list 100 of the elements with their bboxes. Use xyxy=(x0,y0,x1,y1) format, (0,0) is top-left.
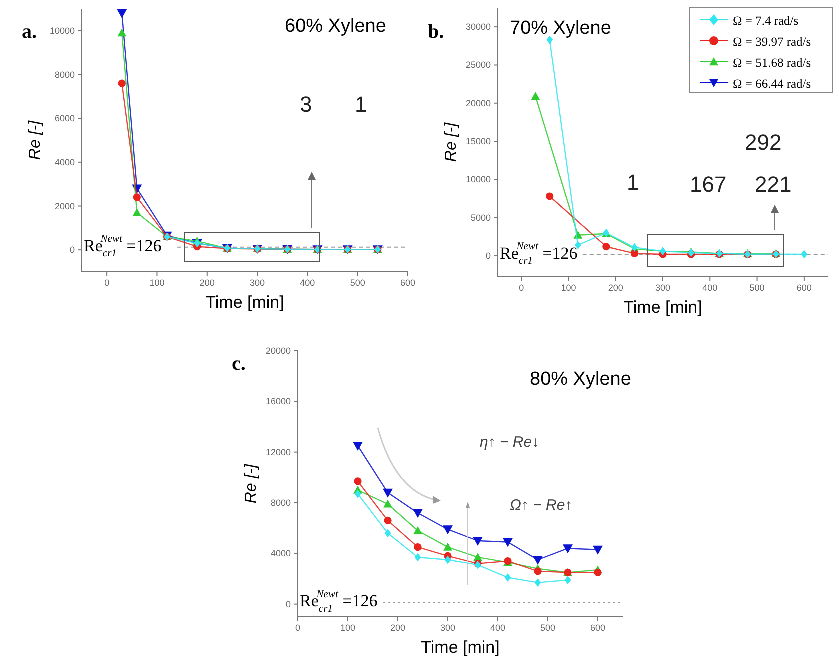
x-tick-label: 200 xyxy=(200,278,215,288)
y-tick-label: 4000 xyxy=(270,548,291,559)
annotation: 221 xyxy=(755,172,792,197)
text: c. xyxy=(232,353,246,375)
point xyxy=(414,526,422,534)
point xyxy=(117,9,128,18)
y-tick-label: 5000 xyxy=(470,212,491,223)
x-tick-label: 100 xyxy=(340,623,356,633)
point xyxy=(414,553,422,562)
y-tick-label: 8000 xyxy=(54,70,75,80)
point xyxy=(534,568,542,576)
point xyxy=(563,544,573,554)
point xyxy=(414,544,422,552)
y-tick-label: 8000 xyxy=(270,498,291,508)
legend-label: Ω = 7.4 rad/s xyxy=(733,14,799,28)
x-tick-label: 200 xyxy=(608,283,624,293)
point xyxy=(474,553,482,561)
x-tick-label: 0 xyxy=(104,278,110,288)
y-tick-label: 20000 xyxy=(466,98,491,108)
point xyxy=(546,192,554,200)
text: 70% Xylene xyxy=(510,18,612,39)
x-tick-label: 300 xyxy=(440,623,456,633)
x-tick-label: 100 xyxy=(561,283,576,293)
y-tick-label: 4000 xyxy=(54,157,75,168)
point xyxy=(354,490,362,498)
point xyxy=(534,578,542,587)
legend-label: Ω = 39.97 rad/s xyxy=(733,35,812,49)
point xyxy=(444,542,452,551)
point xyxy=(354,478,362,486)
legend-label: Ω = 51.68 rad/s xyxy=(733,56,812,70)
point xyxy=(384,516,392,525)
x-tick-label: 0 xyxy=(295,623,301,633)
y-tick-label: 16000 xyxy=(266,396,291,407)
x-tick-label: 400 xyxy=(490,623,506,633)
annotation: 1 xyxy=(627,170,640,195)
annotation: Ω↑ − Re↑ xyxy=(510,497,573,514)
x-tick-label: 600 xyxy=(796,283,812,293)
y-tick-label: 15000 xyxy=(466,136,491,147)
point xyxy=(444,556,452,564)
y-tick-label: 2000 xyxy=(54,201,75,212)
point xyxy=(564,576,572,584)
point xyxy=(594,568,602,576)
point xyxy=(384,500,392,508)
y-tick-label: 0 xyxy=(286,599,291,610)
point xyxy=(473,537,483,546)
point xyxy=(801,250,808,259)
y-tick-label: 20000 xyxy=(266,346,291,356)
x-tick-label: 400 xyxy=(300,278,316,288)
x-tick-label: 600 xyxy=(590,623,606,633)
point xyxy=(533,556,543,565)
point xyxy=(413,509,423,518)
y-tick-label: 25000 xyxy=(466,60,491,70)
point xyxy=(593,546,603,555)
point xyxy=(118,28,127,37)
text: b. xyxy=(428,21,444,43)
point xyxy=(384,529,392,538)
point xyxy=(546,36,554,44)
point xyxy=(353,442,363,451)
y-tick-label: 0 xyxy=(486,251,491,262)
text: a. xyxy=(22,21,37,43)
y-axis-title: Re [-] xyxy=(243,464,260,504)
point xyxy=(504,574,512,582)
x-tick-label: 500 xyxy=(350,278,366,288)
x-tick-label: 0 xyxy=(519,283,524,293)
legend-label: Ω = 66.44 rad/s xyxy=(733,77,812,91)
point xyxy=(443,526,453,535)
x-tick-label: 500 xyxy=(750,283,765,293)
ref-line-label: Re$_{cr1}$$^{Newt}$ =126 xyxy=(500,242,578,268)
y-tick-label: 0 xyxy=(70,245,75,256)
x-tick-label: 400 xyxy=(702,283,718,293)
ref-line-label: Re$_{cr1}$$^{Newt}$ =126 xyxy=(300,589,378,615)
x-tick-label: 500 xyxy=(540,623,556,633)
x-axis-title: Time [min] xyxy=(206,293,284,312)
x-tick-label: 600 xyxy=(400,278,416,288)
ref-line-label: Re$_{cr1}$$^{Newt}$ =126 xyxy=(84,234,162,260)
x-tick-label: 300 xyxy=(250,278,266,288)
annotation: η↑ − Re↓ xyxy=(480,434,540,451)
point xyxy=(132,208,142,216)
point xyxy=(133,194,141,202)
y-tick-label: 6000 xyxy=(54,114,75,124)
annotation: 167 xyxy=(690,172,727,197)
y-tick-label: 10000 xyxy=(50,26,75,36)
x-tick-label: 300 xyxy=(655,283,671,293)
y-tick-label: 10000 xyxy=(466,174,491,185)
x-axis-title: Time [min] xyxy=(624,298,702,317)
y-tick-label: 12000 xyxy=(266,447,291,458)
point xyxy=(602,243,610,251)
point xyxy=(531,92,540,100)
chart-title: 60% Xylene xyxy=(285,16,386,37)
point xyxy=(630,250,639,258)
text: 80% Xylene xyxy=(530,369,632,390)
y-tick-label: 30000 xyxy=(466,22,491,32)
annotation: 3 xyxy=(300,92,312,117)
x-tick-label: 200 xyxy=(390,623,406,633)
y-axis-title: Re [-] xyxy=(443,122,460,162)
x-tick-label: 100 xyxy=(150,278,165,288)
y-axis-title: Re [-] xyxy=(27,120,44,160)
annotation: 1 xyxy=(355,92,368,117)
point xyxy=(118,80,126,88)
annotation: 292 xyxy=(745,130,782,155)
